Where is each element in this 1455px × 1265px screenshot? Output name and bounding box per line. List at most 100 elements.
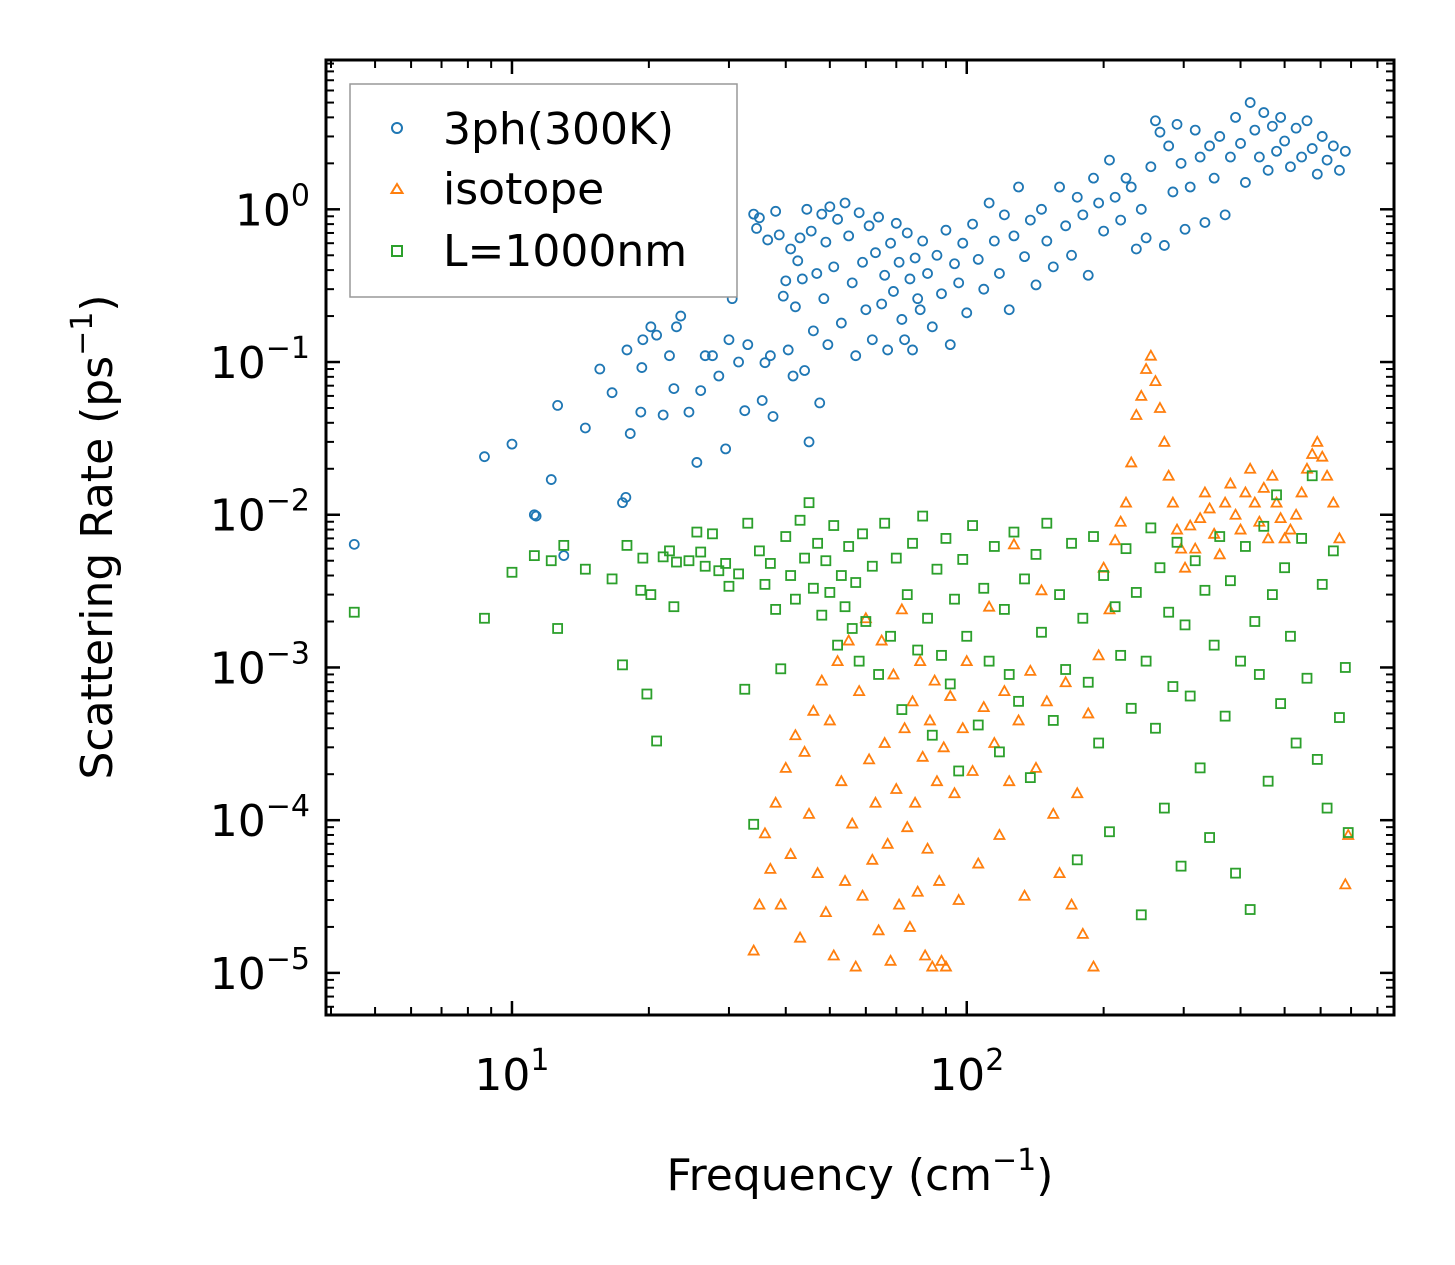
data-point-circle <box>860 304 872 316</box>
data-point-square <box>949 593 960 605</box>
data-point-circle <box>348 538 360 550</box>
data-point-triangle <box>1134 389 1148 401</box>
data-point-circle <box>767 411 779 422</box>
data-point-square <box>839 601 851 613</box>
data-point-square <box>691 526 703 538</box>
data-point-circle <box>664 350 675 362</box>
data-point-triangle <box>763 862 777 874</box>
data-point-circle <box>790 301 801 313</box>
data-point-square <box>853 655 865 667</box>
data-point-triangle <box>916 749 930 762</box>
legend-marker-3ph <box>391 122 403 134</box>
data-point-circle <box>944 339 956 351</box>
data-point-triangle <box>1310 435 1324 447</box>
data-point-triangle <box>1029 761 1043 773</box>
data-point-circle <box>1179 223 1191 235</box>
legend-label-isotope: isotope <box>443 164 604 215</box>
data-point-triangle <box>752 897 766 910</box>
data-point-square <box>1275 698 1287 709</box>
y-tick-label-1e-2: 10−2 <box>210 484 310 542</box>
data-point-square <box>983 655 995 667</box>
data-point-circle <box>1060 220 1072 232</box>
data-point-square <box>1311 754 1323 765</box>
data-point-square <box>780 531 792 542</box>
data-point-triangle <box>932 874 946 886</box>
data-point-circle <box>1154 126 1166 138</box>
data-point-circle <box>907 344 918 356</box>
data-point-square <box>917 510 929 522</box>
data-point-triangle <box>1144 348 1158 361</box>
data-point-square <box>1175 860 1187 872</box>
data-point-square <box>657 551 669 563</box>
data-point-square <box>1285 630 1296 642</box>
data-point-triangle <box>1174 541 1188 554</box>
data-point-triangle <box>1114 514 1128 527</box>
data-point-square <box>1327 545 1339 557</box>
legend-marker-isotope <box>389 182 405 194</box>
data-point-square <box>1244 904 1256 915</box>
data-point-triangle <box>1203 501 1217 514</box>
data-point-square <box>879 517 891 529</box>
y-tick-label-1e-1: 10−1 <box>210 331 310 389</box>
data-point-circle <box>824 201 836 213</box>
data-point-square <box>890 552 902 564</box>
data-point-square <box>635 584 647 596</box>
data-point-square <box>885 630 896 642</box>
y-axis-label: Scattering Rate (ps−1) <box>65 294 123 779</box>
data-point-circle <box>879 269 891 281</box>
data-point-circle <box>1013 181 1024 193</box>
data-point-square <box>1013 695 1024 707</box>
data-point-circle <box>957 237 969 249</box>
data-point-square <box>936 649 947 661</box>
data-point-square <box>699 560 711 572</box>
data-point-circle <box>936 288 947 300</box>
data-point-circle <box>530 510 542 522</box>
data-point-circle <box>828 261 840 273</box>
data-point-circle <box>835 317 847 329</box>
data-point-square <box>1334 712 1345 723</box>
plot-frame <box>324 58 1396 1017</box>
data-point-circle <box>528 509 540 521</box>
data-point-square <box>1060 664 1072 675</box>
data-point-circle <box>657 409 669 421</box>
data-point-circle <box>940 224 952 236</box>
data-point-circle <box>1082 269 1094 281</box>
data-point-triangle <box>1076 927 1090 939</box>
data-point-square <box>348 606 360 618</box>
data-point-square <box>799 552 810 564</box>
data-point-square <box>803 497 815 509</box>
data-point-circle <box>637 334 649 346</box>
data-point-circle <box>917 235 929 247</box>
data-point-triangle <box>784 847 798 859</box>
data-point-circle <box>1271 145 1282 157</box>
data-point-circle <box>1109 191 1121 203</box>
data-point-square <box>998 603 1010 615</box>
data-point-circle <box>904 273 916 285</box>
data-point-square <box>579 563 591 575</box>
data-point-circle <box>621 344 633 356</box>
data-point-square <box>707 528 718 540</box>
data-point-circle <box>770 205 782 217</box>
data-point-square <box>994 746 1005 758</box>
data-point-triangle <box>819 905 833 918</box>
data-point-square <box>1219 710 1231 722</box>
data-point-triangle <box>977 700 991 713</box>
legend: 3ph(300K) isotope L=1000nm <box>349 83 738 298</box>
data-point-square <box>1339 662 1351 673</box>
data-point-circle <box>773 229 785 241</box>
data-point-circle <box>1024 214 1036 226</box>
data-point-triangle <box>1139 362 1153 374</box>
data-point-square <box>1125 702 1137 714</box>
data-point-circle <box>922 268 933 279</box>
data-point-triangle <box>1270 495 1284 508</box>
data-point-triangle <box>1326 495 1340 508</box>
data-point-square <box>1163 606 1175 618</box>
data-point-circle <box>1184 181 1196 193</box>
data-point-square <box>764 558 776 569</box>
data-point-square <box>972 719 984 731</box>
data-point-square <box>1041 517 1053 529</box>
data-point-circle <box>983 197 995 209</box>
data-point-triangle <box>1315 449 1329 462</box>
data-point-square <box>1093 737 1105 749</box>
data-point-circle <box>1214 131 1226 142</box>
